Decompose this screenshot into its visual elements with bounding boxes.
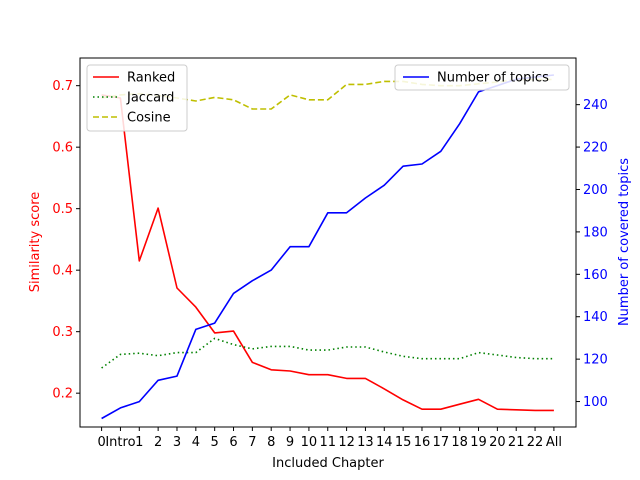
x-tick-label: 15 (395, 435, 412, 450)
right-tick-label: 120 (583, 353, 608, 368)
x-tick-label: 5 (211, 435, 219, 450)
x-tick-label: 9 (286, 435, 294, 450)
left-tick-label: 0.3 (52, 325, 73, 340)
x-tick-label: 11 (319, 435, 336, 450)
left-tick-label: 0.7 (52, 79, 73, 94)
x-tick-label: 1 (135, 435, 143, 450)
right-tick-label: 160 (583, 268, 608, 283)
legend-left: Ranked Jaccard Cosine (86, 64, 188, 132)
x-tick-label: 10 (301, 435, 318, 450)
right-axis-title: Number of covered topics (617, 158, 632, 326)
legend-label: Ranked (127, 71, 175, 86)
left-tick-label: 0.2 (52, 387, 73, 402)
x-tick-label: 16 (414, 435, 431, 450)
x-tick-label: 3 (173, 435, 181, 450)
legend-right: Number of topics (394, 64, 570, 91)
left-tick-label: 0.6 (52, 141, 73, 156)
right-tick-label: 220 (583, 141, 608, 156)
x-tick-label: 12 (338, 435, 355, 450)
x-tick-label: 6 (229, 435, 237, 450)
right-tick-label: 240 (583, 98, 608, 113)
x-tick-label: 7 (248, 435, 256, 450)
legend-label: Jaccard (126, 91, 174, 106)
x-tick-label: 19 (470, 435, 487, 450)
x-tick-label: 14 (376, 435, 393, 450)
legend-left-box (86, 64, 188, 132)
x-tick-label: 18 (451, 435, 468, 450)
x-tick-label: 4 (192, 435, 200, 450)
right-tick-label: 140 (583, 310, 608, 325)
legend-label: Cosine (127, 111, 171, 126)
x-tick-label: 22 (527, 435, 544, 450)
right-tick-label: 180 (583, 225, 608, 240)
left-axis-title: Similarity score (28, 192, 43, 293)
series-line-number-of-topics (101, 74, 554, 420)
x-tick-label: All (546, 435, 562, 450)
x-tick-label: 0 (97, 435, 105, 450)
x-axis-title: Included Chapter (272, 456, 384, 471)
legend-label: Number of topics (437, 71, 549, 86)
x-tick-label: 17 (433, 435, 450, 450)
left-tick-label: 0.5 (52, 202, 73, 217)
x-tick-label: 2 (154, 435, 162, 450)
right-tick-label: 200 (583, 183, 608, 198)
legend-right-box (394, 64, 570, 91)
x-tick-label: 8 (267, 435, 275, 450)
x-tick-label: 21 (508, 435, 525, 450)
series-line-jaccard (101, 337, 554, 369)
right-tick-label: 100 (583, 395, 608, 410)
x-tick-label: 13 (357, 435, 374, 450)
series-line-ranked (101, 94, 554, 412)
x-tick-label: Intro (105, 435, 135, 450)
left-tick-label: 0.4 (52, 264, 73, 279)
x-tick-label: 20 (489, 435, 506, 450)
